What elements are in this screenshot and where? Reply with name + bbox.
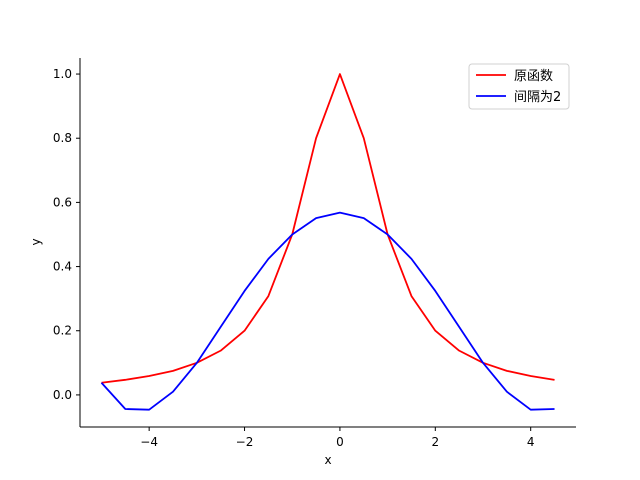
x-axis-label: x	[324, 453, 331, 467]
legend-label-original: 原函数	[514, 69, 553, 84]
y-tick-label: 0.4	[53, 260, 72, 274]
x-tick-label: −2	[236, 435, 254, 449]
x-tick-label: 2	[431, 435, 439, 449]
y-tick-label: 0.6	[53, 195, 72, 209]
x-tick-label: 0	[336, 435, 344, 449]
y-ticks: 0.0 0.2 0.4 0.6 0.8 1.0	[53, 67, 80, 402]
series-line-original	[101, 73, 555, 384]
x-ticks: −4 −2 0 2 4	[140, 427, 535, 449]
y-axis-label: y	[29, 238, 43, 245]
x-tick-label: −4	[140, 435, 158, 449]
x-tick-label: 4	[527, 435, 535, 449]
y-tick-label: 0.0	[53, 388, 72, 402]
y-tick-label: 1.0	[53, 67, 72, 81]
series-lines	[100, 73, 555, 411]
series-line-interval	[100, 211, 555, 411]
y-tick-label: 0.2	[53, 324, 72, 338]
y-tick-label: 0.8	[53, 131, 72, 145]
legend-label-interval: 间隔为2	[514, 90, 561, 105]
legend: 原函数 间隔为2	[468, 63, 570, 110]
